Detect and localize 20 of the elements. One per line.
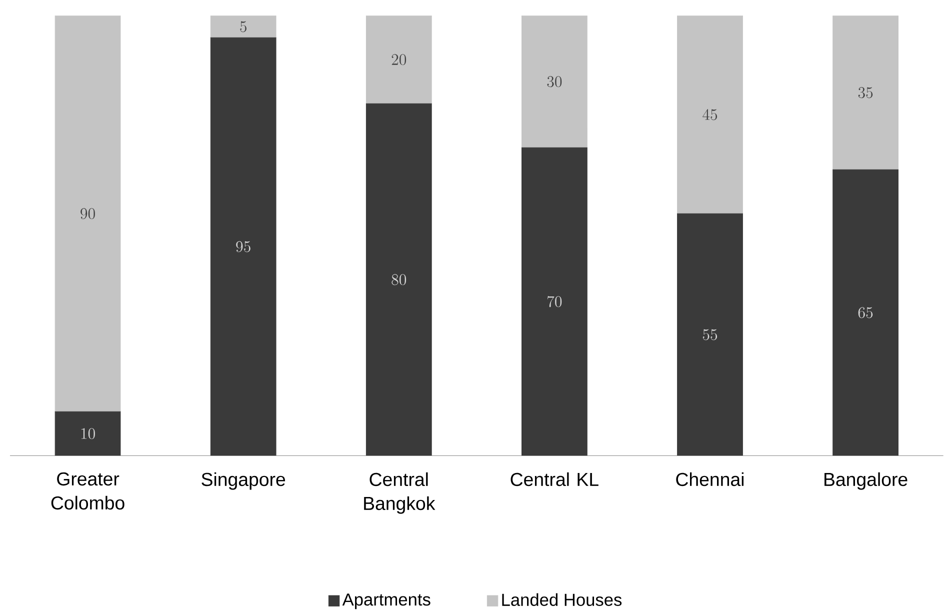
x-tick-label: Central Bangkok [364,472,436,514]
data-label: 35 [858,87,873,98]
data-label: 90 [80,208,95,220]
x-tick-label: Central KL [510,472,598,486]
data-label: 5 [240,21,246,32]
data-label: 70 [547,296,562,308]
data-label: 10 [81,428,95,440]
data-label: 20 [392,54,406,66]
data-label: 45 [702,109,718,120]
x-tick-label: Chennai [676,472,744,486]
legend-label: Landed Houses [502,593,622,606]
data-label: 80 [392,274,406,286]
data-label: 65 [858,307,873,318]
data-label: 95 [236,241,250,252]
data-label: 30 [547,76,562,88]
x-tick-label: Singapore [202,472,286,490]
legend-label: Apartments [342,594,430,610]
x-tick-label: Greater Colombo [51,472,124,510]
data-label: 55 [702,329,718,340]
x-tick-label: Bangalore [824,472,908,490]
